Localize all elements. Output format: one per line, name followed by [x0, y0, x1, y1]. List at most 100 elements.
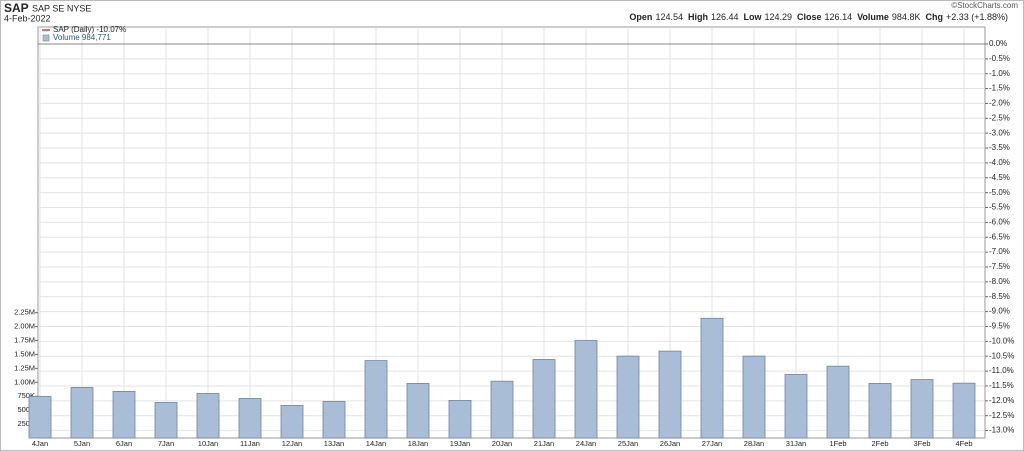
y2-tick-label: 1.75M [14, 336, 35, 345]
y-tick-label: -11.5% [989, 381, 1014, 390]
y2-tick-label: 1.00M [14, 377, 35, 386]
x-tick-label: 25Jan [618, 439, 638, 448]
x-tick-label: 26Jan [660, 439, 680, 448]
y-tick-label: -1.0% [989, 69, 1010, 78]
y-tick-label: 0.0% [989, 39, 1007, 48]
x-tick-label: 4Feb [955, 439, 972, 448]
y-tick-label: -9.5% [989, 322, 1010, 331]
y-tick-label: -2.0% [989, 99, 1010, 108]
quote: Open 124.54 High 126.44 Low 124.29 Close 126.14… [629, 12, 1008, 22]
quote-label: Close [797, 12, 822, 22]
y-tick-label: -7.5% [989, 262, 1010, 271]
volume-bar [112, 391, 136, 439]
chart-title: SAP SE NYSE [32, 3, 91, 13]
x-tick-label: 1Feb [829, 439, 846, 448]
volume-bar [532, 359, 556, 439]
quote-value: 124.54 [655, 12, 683, 22]
y-tick-label: -10.0% [989, 336, 1014, 345]
y2-tick-label: 250K [17, 419, 35, 428]
x-tick-label: 12Jan [282, 439, 302, 448]
quote-value: 124.29 [765, 12, 793, 22]
volume-bar [868, 383, 892, 439]
symbol: SAP [4, 1, 29, 15]
legend-label: SAP (Daily) -10.07% [53, 25, 126, 34]
x-tick-label: 18Jan [408, 439, 428, 448]
volume-bar [280, 405, 304, 439]
quote-label: Volume [857, 12, 889, 22]
x-tick-label: 3Feb [913, 439, 930, 448]
x-tick-label: 10Jan [198, 439, 218, 448]
quote-value: +2.33 (+1.88%) [946, 12, 1008, 22]
legend-label: Volume 984,771 [53, 33, 111, 42]
date: 4-Feb-2022 [4, 13, 51, 23]
y-tick-label: -4.0% [989, 158, 1010, 167]
y-tick-label: -8.0% [989, 277, 1010, 286]
y2-tick-label: 500K [17, 405, 35, 414]
volume-bar [406, 383, 430, 439]
quote-value: 126.14 [825, 12, 853, 22]
quote-value: 984.8K [892, 12, 921, 22]
quote-value: 126.44 [711, 12, 739, 22]
volume-bar [28, 396, 52, 439]
y-tick-label: -9.0% [989, 307, 1010, 316]
y-tick-label: -2.5% [989, 113, 1010, 122]
x-tick-label: 13Jan [324, 439, 344, 448]
x-tick-label: 7Jan [158, 439, 174, 448]
volume-bar [322, 401, 346, 439]
y-tick-label: -3.0% [989, 128, 1010, 137]
quote-label: High [688, 12, 708, 22]
y2-tick-label: 1.50M [14, 349, 35, 358]
x-tick-label: 31Jan [786, 439, 806, 448]
volume-bar [490, 380, 514, 439]
y-tick-label: -10.5% [989, 351, 1014, 360]
y-tick-label: -12.5% [989, 411, 1014, 420]
volume-bar [784, 374, 808, 439]
credit: ©StockCharts.com [951, 1, 1018, 10]
volume-bar [574, 340, 598, 439]
y-tick-label: -11.0% [989, 366, 1014, 375]
volume-bar [70, 387, 94, 439]
volume-bar [616, 355, 640, 439]
x-tick-label: 5Jan [74, 439, 90, 448]
y2-tick-label: 1.25M [14, 363, 35, 372]
x-tick-label: 28Jan [744, 439, 764, 448]
y-tick-label: -3.5% [989, 143, 1010, 152]
x-tick-label: 14Jan [366, 439, 386, 448]
x-tick-label: 11Jan [240, 439, 260, 448]
x-tick-label: 19Jan [450, 439, 470, 448]
y-tick-label: -7.0% [989, 247, 1010, 256]
y-tick-label: -12.0% [989, 396, 1014, 405]
x-tick-label: 27Jan [702, 439, 722, 448]
volume-bar [700, 317, 724, 439]
x-tick-label: 6Jan [116, 439, 132, 448]
x-tick-label: 24Jan [576, 439, 596, 448]
x-tick-label: 2Feb [871, 439, 888, 448]
volume-bar [952, 382, 976, 439]
volume-bar [826, 365, 850, 439]
quote-label: Low [744, 12, 763, 22]
y-tick-label: -8.5% [989, 292, 1010, 301]
quote-label: Chg [925, 12, 943, 22]
y-tick-label: -6.5% [989, 232, 1010, 241]
y-tick-label: -6.0% [989, 217, 1010, 226]
volume-bar [910, 379, 934, 439]
y-tick-label: -5.0% [989, 188, 1010, 197]
legend-swatch [42, 34, 50, 42]
y-tick-label: -0.5% [989, 54, 1010, 63]
volume-bar [154, 402, 178, 439]
x-tick-label: 20Jan [492, 439, 512, 448]
y-tick-label: -13.0% [989, 426, 1014, 435]
y-tick-label: -5.5% [989, 203, 1010, 212]
y-tick-label: -4.5% [989, 173, 1010, 182]
y2-tick-label: 750K [17, 391, 35, 400]
volume-bar [658, 350, 682, 439]
y2-tick-label: 2.25M [14, 308, 35, 317]
y-tick-label: -1.5% [989, 84, 1010, 93]
volume-bar [196, 393, 220, 439]
volume-bar [742, 355, 766, 439]
quote-label: Open [629, 12, 652, 22]
volume-bar [364, 360, 388, 439]
y2-tick-label: 2.00M [14, 322, 35, 331]
volume-bar [238, 398, 262, 439]
